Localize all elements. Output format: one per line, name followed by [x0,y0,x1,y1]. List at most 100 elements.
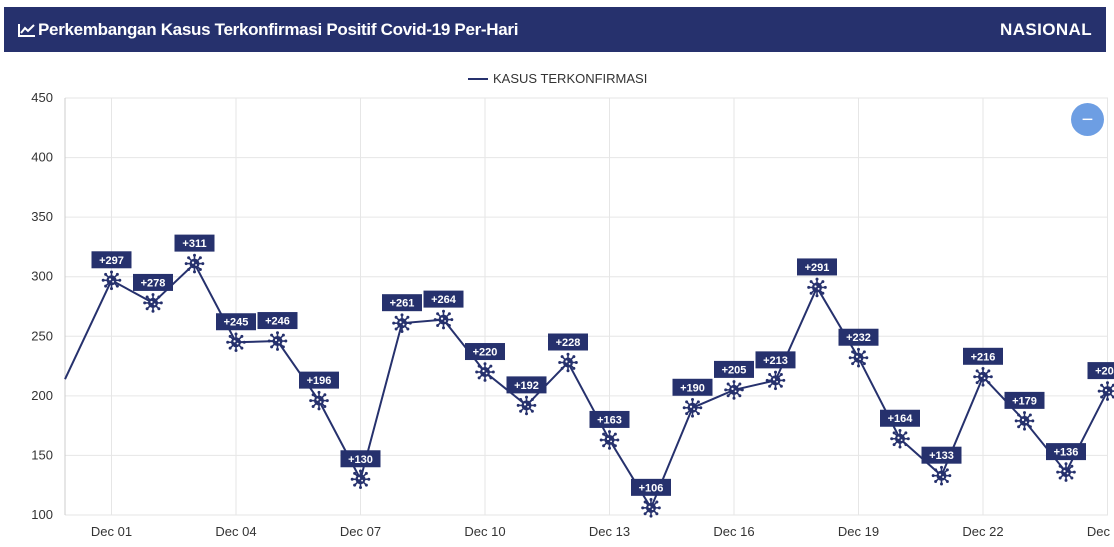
virus-marker-icon[interactable] [890,428,910,449]
data-label: +179 [1004,391,1045,409]
virus-marker-icon[interactable] [309,390,329,411]
data-label-box [257,312,298,330]
virus-marker-icon[interactable] [101,270,122,291]
data-label-text: +213 [763,355,788,367]
data-label: +261 [382,294,422,312]
chart-legend[interactable]: KASUS TERKONFIRMASI [468,71,647,86]
data-label: +136 [1046,443,1086,461]
virus-marker-icon[interactable] [765,370,786,391]
data-label-text: +261 [390,298,415,310]
data-label-box [838,328,879,346]
data-label: +245 [216,313,256,331]
virus-marker-icon[interactable] [433,309,454,330]
page-title: Perkembangan Kasus Terkonfirmasi Positif… [38,19,519,39]
data-label-text: +130 [348,454,373,466]
data-labels: +297 +278 +311 +245 +246 +196 +130 +261 +264 +220… [91,234,1114,496]
virus-marker-icon[interactable] [848,347,869,368]
y-tick-label: 450 [31,90,53,105]
data-label: +196 [299,371,339,389]
virus-marker-icon[interactable] [558,352,578,373]
virus-marker-icon[interactable] [516,395,537,416]
x-tick-label: Dec 04 [215,524,256,539]
virus-marker-icon[interactable] [184,253,205,274]
x-tick-label: Dec 22 [962,524,1003,539]
data-label-text: +291 [805,262,830,274]
data-label-text: +245 [224,317,249,329]
data-label-text: +179 [1012,395,1037,407]
data-label-box [714,360,754,378]
y-tick-label: 400 [31,150,53,165]
data-label-box [423,290,464,308]
legend-label[interactable]: KASUS TERKONFIRMASI [493,71,647,86]
data-label-box [133,273,173,291]
data-label-box [963,347,1003,365]
virus-marker-icon[interactable] [350,469,371,490]
data-label-text: +232 [846,332,871,344]
virus-marker-icon[interactable] [807,277,827,298]
y-tick-label: 250 [31,328,53,343]
header-title-group: Perkembangan Kasus Terkonfirmasi Positif… [18,20,518,40]
data-label: +192 [506,376,547,394]
data-label-box [1004,391,1045,409]
virus-marker-icon[interactable] [724,380,744,400]
data-label-box [1046,443,1086,461]
x-tick-label: Dec 07 [340,524,381,539]
data-label-text: +216 [971,351,996,363]
data-label-box [1087,362,1114,380]
y-tick-label: 150 [31,447,53,462]
data-label: +204 [1087,362,1114,380]
virus-marker-icon[interactable] [392,313,412,333]
data-label-text: +205 [722,364,747,376]
data-label-text: +311 [182,238,206,250]
virus-marker-icon[interactable] [267,331,288,351]
data-label: +278 [133,273,173,291]
y-axis: 100 150 200 250 300 350 400 450 [31,90,66,522]
data-label-text: +192 [514,380,539,392]
data-label: +205 [714,360,754,378]
data-label: +264 [423,290,464,308]
data-label: +216 [963,347,1003,365]
chart-grid [65,97,1108,516]
series-kasus-terkonfirmasi [64,253,1114,518]
data-label: +228 [548,333,588,351]
virus-marker-icon[interactable] [226,332,246,353]
y-tick-label: 100 [31,507,53,522]
data-label-text: +190 [680,382,705,394]
chart-header: Perkembangan Kasus Terkonfirmasi Positif… [4,7,1106,52]
data-label: +311 [174,234,215,252]
virus-marker-icon[interactable] [682,397,703,418]
y-tick-label: 300 [31,269,53,284]
data-label-box [589,410,630,428]
data-label-text: +297 [99,255,124,267]
data-label: +190 [672,378,713,396]
series-line-lead-in [64,279,113,380]
data-label-box [174,234,215,252]
virus-marker-icon[interactable] [973,366,993,387]
virus-marker-icon[interactable] [1097,381,1114,401]
virus-marker-icon[interactable] [599,430,620,450]
data-label-box [382,294,422,312]
data-label-text: +204 [1095,366,1114,378]
virus-marker-icon[interactable] [1056,462,1076,482]
data-label: +232 [838,328,879,346]
scope-label: NASIONAL [1000,19,1092,39]
x-tick-label: Dec 19 [838,524,879,539]
data-label-text: +163 [597,414,622,426]
virus-marker-icon[interactable] [475,362,495,382]
y-tick-label: 350 [31,209,53,224]
data-label: +130 [340,450,381,468]
data-label-box [631,478,671,496]
data-label: +246 [257,312,298,330]
zoom-out-button[interactable]: − [1071,103,1104,136]
data-label-text: +278 [141,277,166,289]
line-chart-icon [18,23,35,37]
data-label-box [216,313,256,331]
data-label-text: +220 [473,347,498,359]
virus-marker-icon[interactable] [143,293,163,313]
virus-marker-icon[interactable] [1014,411,1035,431]
data-label-box [506,376,547,394]
virus-marker-icon[interactable] [931,465,952,486]
x-tick-label: Dec 16 [713,524,754,539]
virus-marker-icon[interactable] [641,498,661,518]
data-label-box [465,343,505,361]
